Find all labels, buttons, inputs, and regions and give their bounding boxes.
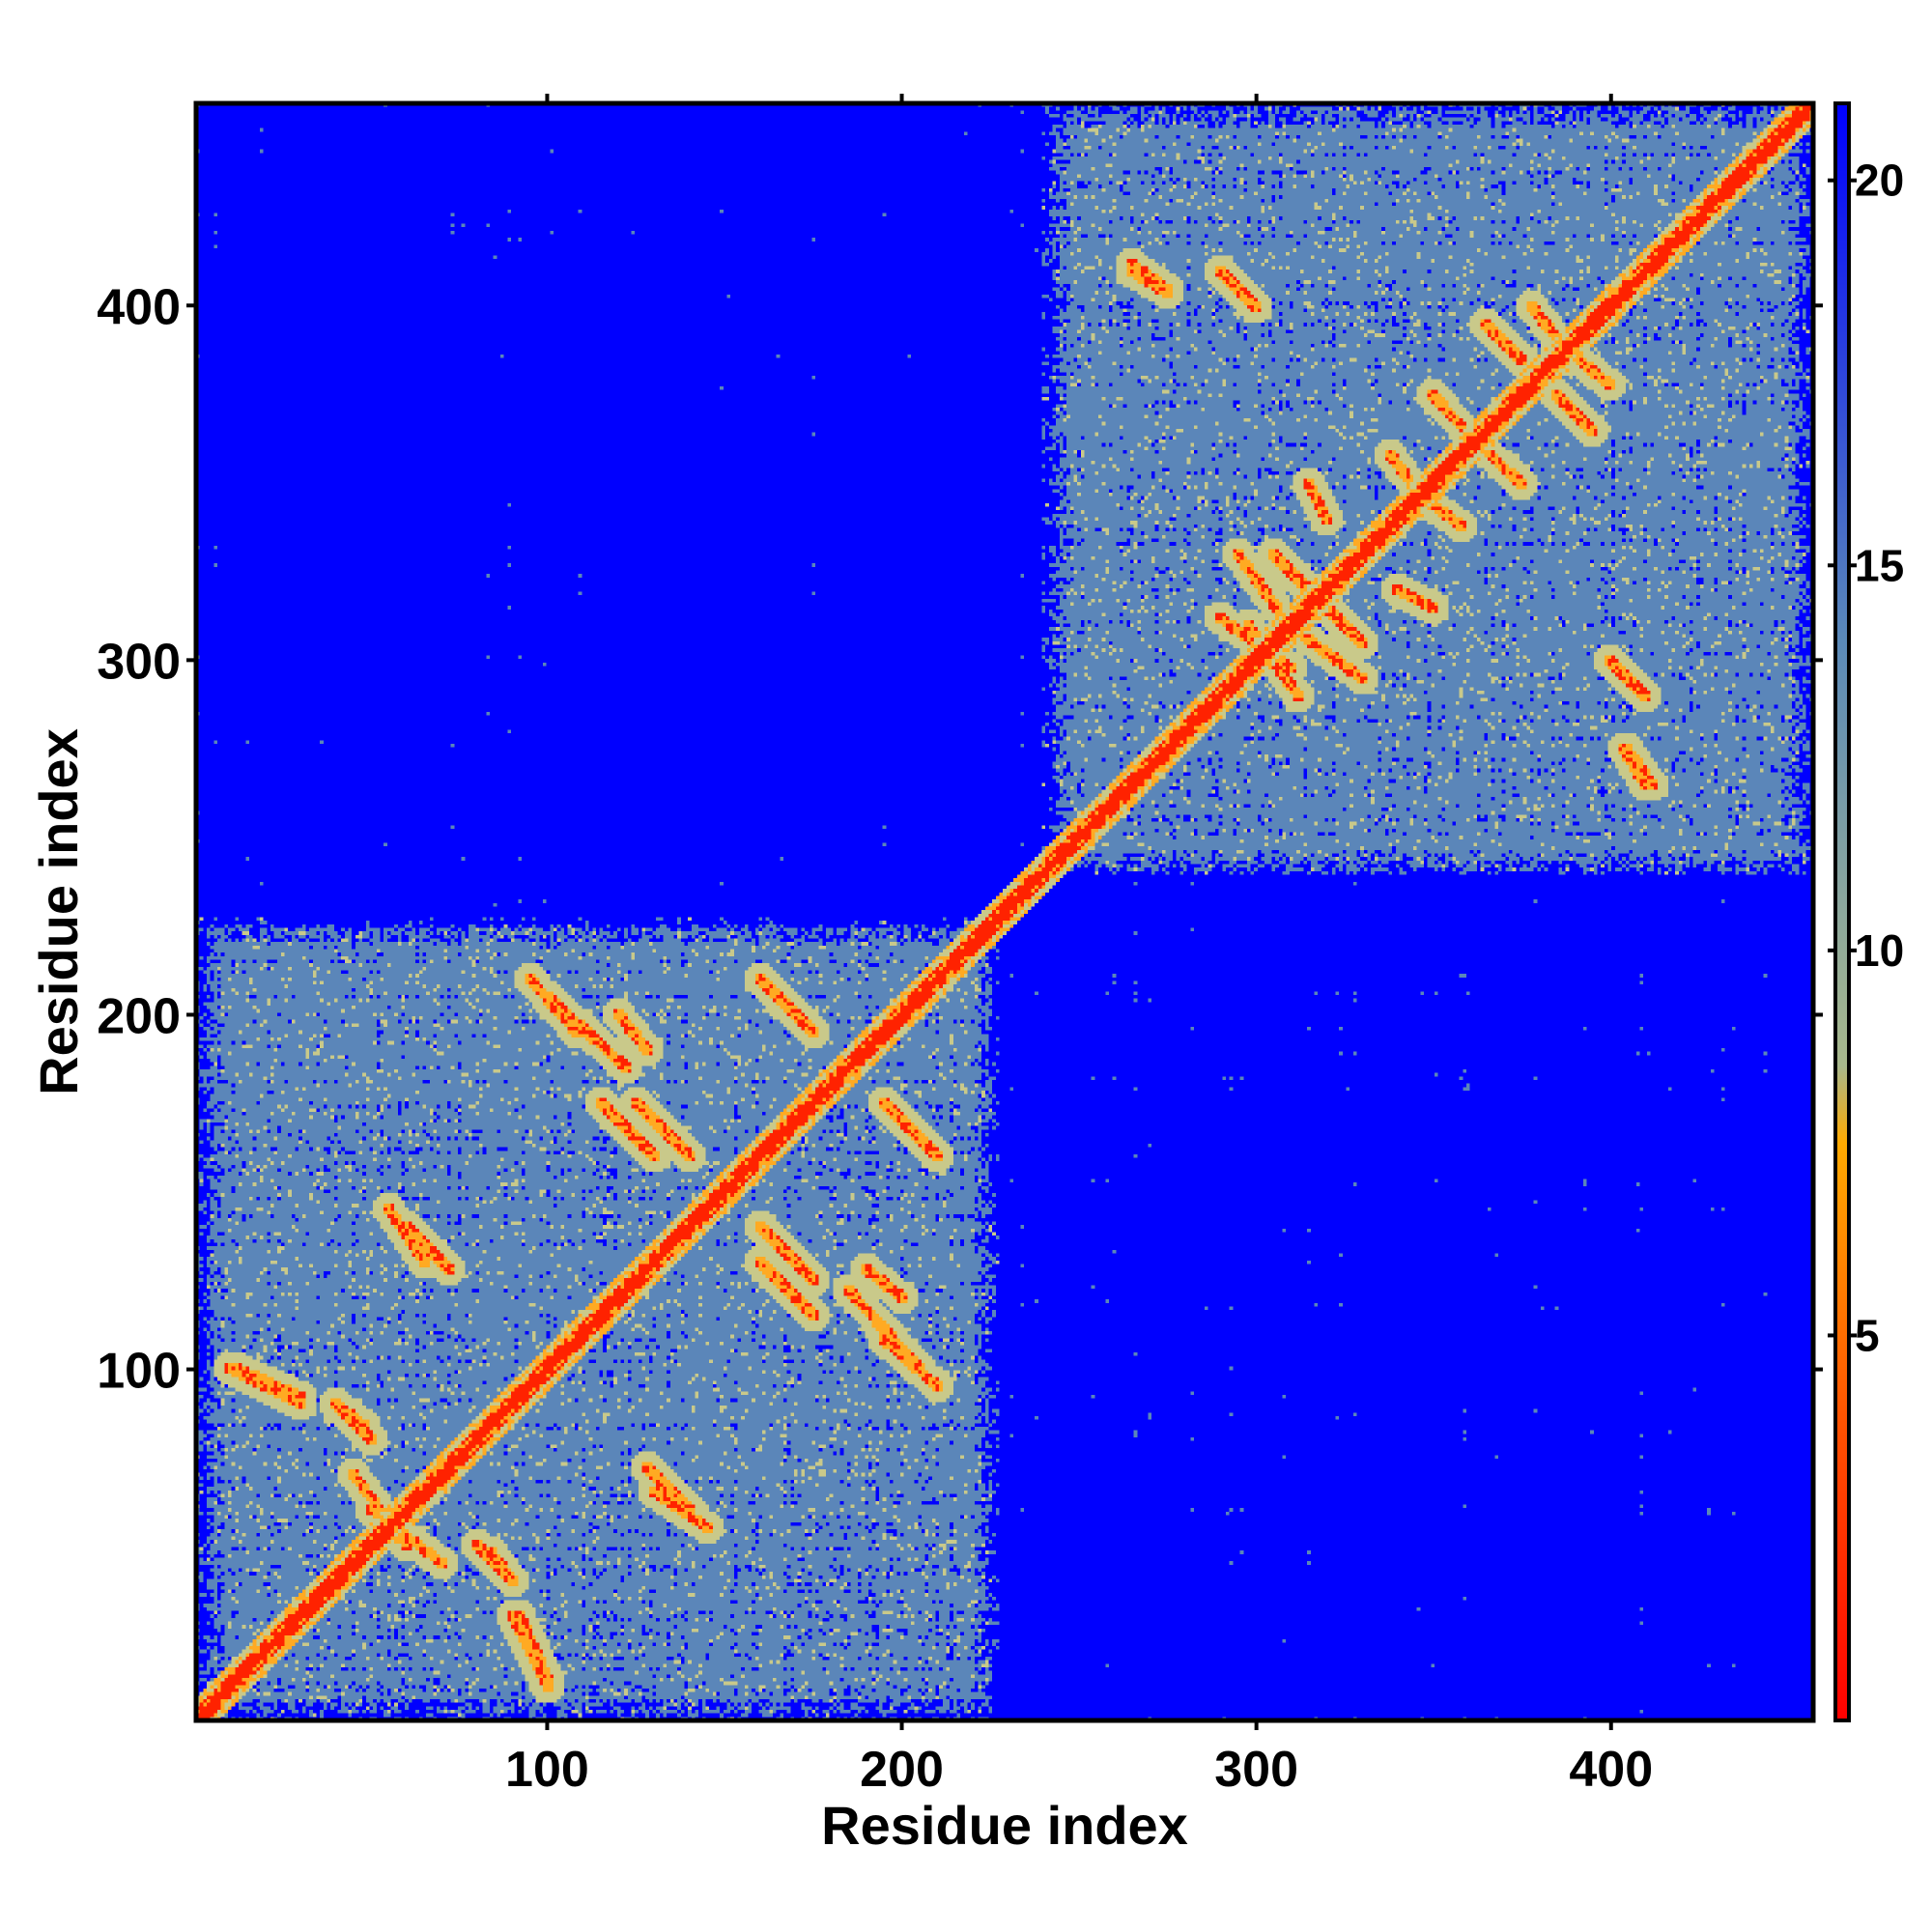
- colorbar: 5 10 15 20: [1828, 101, 1904, 1722]
- heatmap-area: [196, 103, 1813, 1720]
- x-axis-ticks: 100 200 300 400: [505, 94, 1653, 1798]
- y-tick-label: 300: [97, 634, 181, 690]
- y-axis-title: Residue index: [28, 728, 89, 1095]
- x-tick-label: 200: [860, 1742, 944, 1798]
- y-tick-label: 200: [97, 988, 181, 1044]
- y-tick-label: 400: [97, 279, 181, 335]
- y-axis-ticks: 100 200 300 400: [97, 279, 1823, 1400]
- colorbar-tick-label: 15: [1855, 540, 1904, 590]
- plot-border: [193, 100, 1816, 1723]
- x-tick-label: 300: [1214, 1742, 1298, 1798]
- x-tick-label: 400: [1569, 1742, 1653, 1798]
- plot-frame: [193, 100, 1816, 1723]
- heatmap-image: [196, 103, 1813, 1720]
- x-tick-label: 100: [505, 1742, 589, 1798]
- colorbar-gradient: [1833, 101, 1851, 1722]
- colorbar-tick-label: 10: [1855, 925, 1904, 976]
- colorbar-tick-label: 20: [1855, 156, 1904, 206]
- x-axis-title: Residue index: [821, 1795, 1188, 1856]
- colorbar-tick-label: 5: [1855, 1310, 1880, 1360]
- y-tick-label: 100: [97, 1344, 181, 1400]
